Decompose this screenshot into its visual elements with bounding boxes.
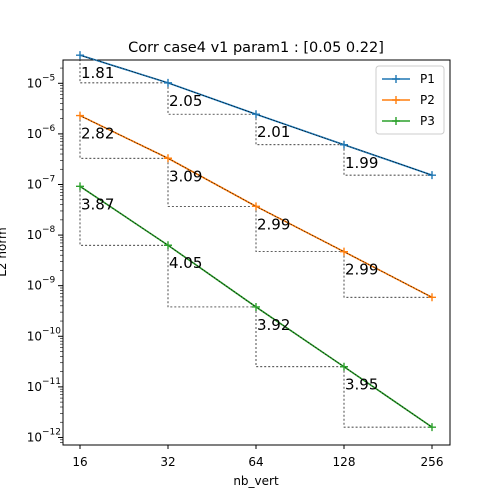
series-point-p1-4: [340, 140, 348, 149]
rate-guide-p1-4: [343, 144, 432, 176]
y-tick-exponent--11: −11: [42, 377, 61, 387]
y-tick-exponent--5: −5: [42, 73, 55, 83]
y-tick-exponent--12: −12: [42, 427, 61, 437]
series-point-p3-4: [340, 362, 348, 371]
rate-labels: 1.81 2.05 2.01 1.99 2.82 3.09 2.99 2.99 3.87 4.05…: [81, 64, 378, 394]
rate-label-p1-4: 1.99: [345, 154, 378, 172]
rate-guide-p2-3: [255, 206, 344, 253]
legend-label-p2: P2: [420, 93, 435, 107]
y-tick-exponent--8: −8: [42, 225, 56, 235]
x-tick-label-256: 256: [421, 455, 444, 469]
y-tick-label--12: 10: [27, 430, 42, 444]
chart-title: Corr case4 v1 param1 : [0.05 0.22]: [128, 40, 384, 56]
rate-label-p1-3: 2.01: [257, 123, 290, 141]
series-point-p2-3: [252, 202, 260, 211]
rate-guide-p1-3: [255, 114, 344, 146]
y-tick-label--10: 10: [27, 329, 42, 343]
rate-label-p3-1: 3.87: [81, 195, 114, 213]
series-lines: [76, 51, 436, 432]
y-tick-exponent--6: −6: [42, 124, 56, 134]
series-point-p3-1: [76, 182, 84, 191]
series-point-p3-5: [428, 423, 436, 432]
x-tick-label-16: 16: [72, 455, 87, 469]
y-tick-label--6: 10: [27, 127, 42, 141]
x-tick-label-128: 128: [333, 455, 356, 469]
legend-marker-p3: [392, 117, 400, 125]
y-tick-label--8: 10: [27, 228, 42, 242]
y-tick-exponent--7: −7: [42, 174, 55, 184]
rate-label-p2-3: 2.99: [257, 215, 290, 233]
series-point-p1-2: [164, 78, 172, 87]
rate-label-p3-4: 3.95: [345, 376, 378, 394]
rate-label-p2-4: 2.99: [345, 261, 378, 279]
series-point-p1-1: [76, 51, 84, 60]
rate-guide-p3-2: [167, 245, 256, 308]
rate-label-p3-3: 3.92: [257, 316, 290, 334]
rate-label-p1-1: 1.81: [81, 64, 114, 82]
series-point-p3-2: [164, 241, 172, 250]
series-point-p3-3: [252, 302, 260, 311]
x-axis: 16 32 64 128 256: [72, 445, 443, 469]
y-tick-label--7: 10: [27, 177, 42, 191]
rate-label-p2-1: 2.82: [81, 125, 114, 143]
rate-guides: [79, 55, 432, 428]
series-point-p1-5: [428, 171, 436, 180]
y-tick-label--11: 10: [27, 380, 42, 394]
x-tick-label-64: 64: [248, 455, 263, 469]
series-point-p2-4: [340, 247, 348, 256]
x-tick-label-32: 32: [160, 455, 175, 469]
y-axis-label: L2 norm: [0, 227, 9, 277]
legend-marker-p1: [392, 75, 400, 83]
rate-guide-p3-1: [79, 186, 168, 246]
series-point-p1-3: [252, 110, 260, 119]
rate-label-p2-2: 3.09: [169, 167, 202, 185]
legend-label-p3: P3: [420, 114, 435, 128]
rate-guide-p2-2: [167, 158, 256, 207]
y-tick-label--5: 10: [27, 76, 42, 90]
rate-guide-p2-1: [79, 115, 168, 159]
legend-marker-p2: [392, 96, 400, 104]
y-tick-exponent--9: −9: [42, 276, 56, 286]
rate-guide-p2-4: [343, 251, 432, 298]
legend: P1 P2 P3: [375, 65, 445, 135]
rate-label-p3-2: 4.05: [169, 254, 202, 272]
rate-guide-p1-1: [79, 55, 168, 84]
rate-label-p1-2: 2.05: [169, 92, 202, 110]
series-fit-line-p1: [79, 54, 433, 176]
y-tick-exponent--10: −10: [42, 326, 61, 336]
series-point-p2-2: [164, 154, 172, 163]
x-axis-label: nb_vert: [233, 474, 279, 488]
legend-label-p1: P1: [420, 72, 435, 86]
rate-guide-p3-4: [343, 366, 432, 428]
series-point-p2-5: [428, 293, 436, 302]
y-tick-label--9: 10: [27, 279, 42, 293]
series-point-p2-1: [76, 111, 84, 120]
